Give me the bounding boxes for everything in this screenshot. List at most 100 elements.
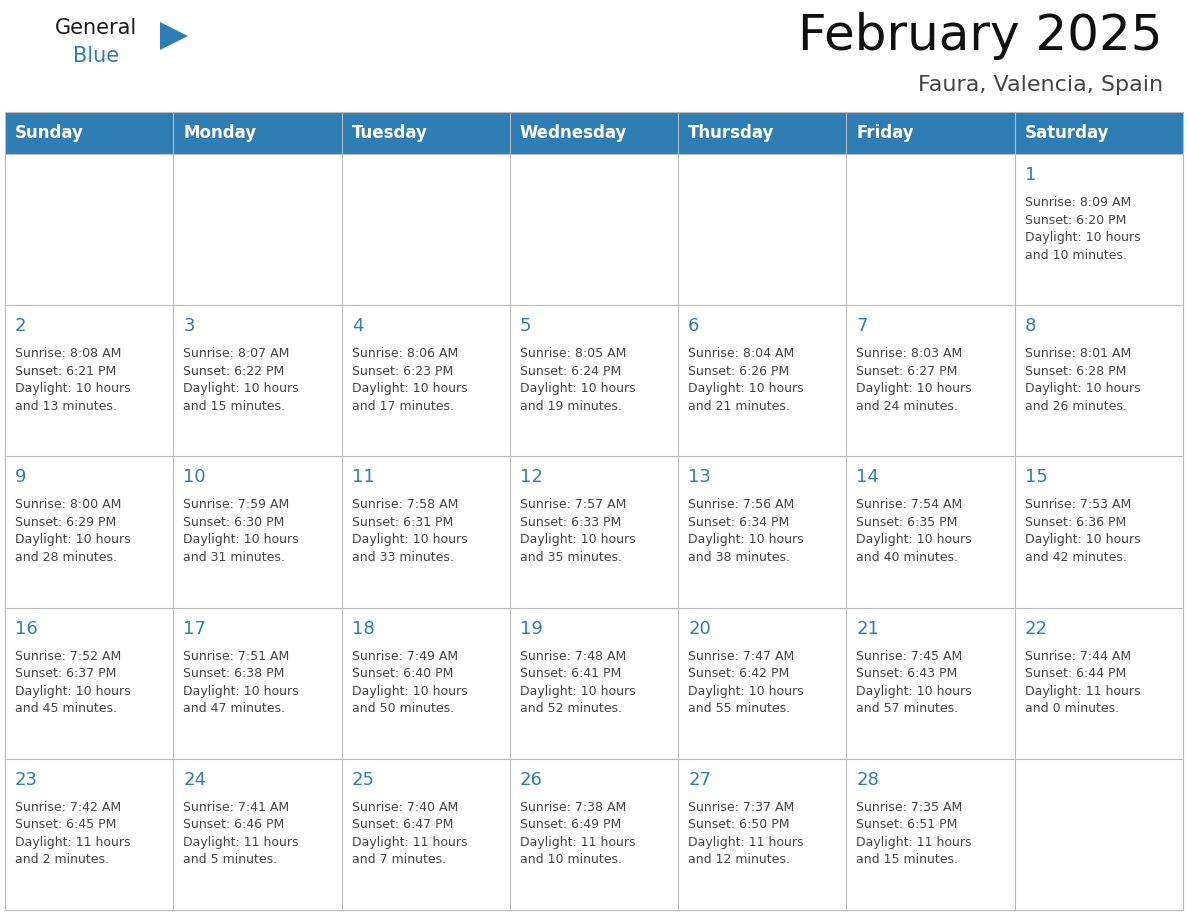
Text: Daylight: 10 hours: Daylight: 10 hours [688,382,804,396]
Text: and 47 minutes.: and 47 minutes. [183,702,285,715]
Text: Saturday: Saturday [1025,124,1110,142]
Text: Sunrise: 7:38 AM: Sunrise: 7:38 AM [520,800,626,813]
Text: and 28 minutes.: and 28 minutes. [15,551,116,564]
Text: Sunrise: 8:07 AM: Sunrise: 8:07 AM [183,347,290,360]
Text: 13: 13 [688,468,710,487]
Text: Sunset: 6:20 PM: Sunset: 6:20 PM [1025,214,1126,227]
Text: and 15 minutes.: and 15 minutes. [857,854,959,867]
Text: 24: 24 [183,771,207,789]
Text: and 42 minutes.: and 42 minutes. [1025,551,1126,564]
Text: Sunset: 6:23 PM: Sunset: 6:23 PM [352,364,453,377]
Text: and 7 minutes.: and 7 minutes. [352,854,446,867]
Text: Daylight: 10 hours: Daylight: 10 hours [15,685,131,698]
Text: Sunset: 6:46 PM: Sunset: 6:46 PM [183,818,285,832]
Text: and 45 minutes.: and 45 minutes. [15,702,116,715]
Text: Sunrise: 7:57 AM: Sunrise: 7:57 AM [520,498,626,511]
Text: Sunrise: 8:06 AM: Sunrise: 8:06 AM [352,347,457,360]
Text: 11: 11 [352,468,374,487]
Text: Sunset: 6:30 PM: Sunset: 6:30 PM [183,516,285,529]
Text: and 52 minutes.: and 52 minutes. [520,702,621,715]
Text: 28: 28 [857,771,879,789]
Text: Sunset: 6:45 PM: Sunset: 6:45 PM [15,818,116,832]
Text: Sunrise: 7:48 AM: Sunrise: 7:48 AM [520,650,626,663]
Text: and 17 minutes.: and 17 minutes. [352,399,454,413]
Text: Daylight: 10 hours: Daylight: 10 hours [183,685,299,698]
Text: Sunset: 6:27 PM: Sunset: 6:27 PM [857,364,958,377]
Text: Daylight: 10 hours: Daylight: 10 hours [520,533,636,546]
Text: Sunrise: 7:49 AM: Sunrise: 7:49 AM [352,650,457,663]
Text: and 15 minutes.: and 15 minutes. [183,399,285,413]
Text: 17: 17 [183,620,207,638]
Text: Sunset: 6:22 PM: Sunset: 6:22 PM [183,364,285,377]
Text: Wednesday: Wednesday [520,124,627,142]
Text: Daylight: 10 hours: Daylight: 10 hours [688,685,804,698]
Text: Sunrise: 7:47 AM: Sunrise: 7:47 AM [688,650,795,663]
Text: Sunset: 6:36 PM: Sunset: 6:36 PM [1025,516,1126,529]
Text: Sunset: 6:29 PM: Sunset: 6:29 PM [15,516,116,529]
Text: 27: 27 [688,771,712,789]
Text: Faura, Valencia, Spain: Faura, Valencia, Spain [918,75,1163,95]
Text: 19: 19 [520,620,543,638]
Text: and 33 minutes.: and 33 minutes. [352,551,454,564]
Text: Tuesday: Tuesday [352,124,428,142]
Text: and 31 minutes.: and 31 minutes. [183,551,285,564]
Text: Sunset: 6:42 PM: Sunset: 6:42 PM [688,667,789,680]
Text: and 55 minutes.: and 55 minutes. [688,702,790,715]
Text: 4: 4 [352,318,364,335]
Text: General: General [55,18,138,38]
Text: and 0 minutes.: and 0 minutes. [1025,702,1119,715]
Text: Sunset: 6:21 PM: Sunset: 6:21 PM [15,364,116,377]
Text: 7: 7 [857,318,868,335]
Text: Sunset: 6:24 PM: Sunset: 6:24 PM [520,364,621,377]
Text: 25: 25 [352,771,374,789]
Text: Sunrise: 7:56 AM: Sunrise: 7:56 AM [688,498,795,511]
Text: and 35 minutes.: and 35 minutes. [520,551,621,564]
Bar [5,112,1183,154]
Text: Daylight: 10 hours: Daylight: 10 hours [15,382,131,396]
Text: 3: 3 [183,318,195,335]
Text: 10: 10 [183,468,206,487]
Text: Sunset: 6:47 PM: Sunset: 6:47 PM [352,818,453,832]
Text: Sunset: 6:35 PM: Sunset: 6:35 PM [857,516,958,529]
Text: Daylight: 10 hours: Daylight: 10 hours [352,382,467,396]
Text: 23: 23 [15,771,38,789]
Text: Sunrise: 7:59 AM: Sunrise: 7:59 AM [183,498,290,511]
Text: Sunset: 6:43 PM: Sunset: 6:43 PM [857,667,958,680]
Text: 8: 8 [1025,318,1036,335]
Bar [5,112,1183,910]
Text: 21: 21 [857,620,879,638]
Text: Daylight: 11 hours: Daylight: 11 hours [857,835,972,849]
Text: Daylight: 11 hours: Daylight: 11 hours [15,835,131,849]
Text: Sunrise: 7:51 AM: Sunrise: 7:51 AM [183,650,290,663]
Text: Daylight: 10 hours: Daylight: 10 hours [688,533,804,546]
Text: 15: 15 [1025,468,1048,487]
Text: 1: 1 [1025,166,1036,184]
Text: and 24 minutes.: and 24 minutes. [857,399,959,413]
Text: Sunrise: 7:53 AM: Sunrise: 7:53 AM [1025,498,1131,511]
Text: 14: 14 [857,468,879,487]
Text: Sunrise: 8:03 AM: Sunrise: 8:03 AM [857,347,962,360]
Text: Daylight: 10 hours: Daylight: 10 hours [857,533,972,546]
Text: February 2025: February 2025 [798,12,1163,60]
Text: Sunrise: 7:37 AM: Sunrise: 7:37 AM [688,800,795,813]
Text: and 57 minutes.: and 57 minutes. [857,702,959,715]
Text: and 26 minutes.: and 26 minutes. [1025,399,1126,413]
Text: and 2 minutes.: and 2 minutes. [15,854,109,867]
Text: and 10 minutes.: and 10 minutes. [520,854,621,867]
Text: Daylight: 10 hours: Daylight: 10 hours [857,685,972,698]
Text: Sunday: Sunday [15,124,84,142]
Text: and 50 minutes.: and 50 minutes. [352,702,454,715]
Text: Sunrise: 8:08 AM: Sunrise: 8:08 AM [15,347,121,360]
Text: 26: 26 [520,771,543,789]
Text: Sunset: 6:44 PM: Sunset: 6:44 PM [1025,667,1126,680]
Text: and 21 minutes.: and 21 minutes. [688,399,790,413]
Text: Daylight: 10 hours: Daylight: 10 hours [352,533,467,546]
Text: Daylight: 10 hours: Daylight: 10 hours [15,533,131,546]
Text: Daylight: 10 hours: Daylight: 10 hours [352,685,467,698]
Text: Sunset: 6:49 PM: Sunset: 6:49 PM [520,818,621,832]
Text: and 12 minutes.: and 12 minutes. [688,854,790,867]
Text: 16: 16 [15,620,38,638]
Text: Daylight: 10 hours: Daylight: 10 hours [520,382,636,396]
Text: Sunrise: 7:52 AM: Sunrise: 7:52 AM [15,650,121,663]
Text: Daylight: 10 hours: Daylight: 10 hours [1025,382,1140,396]
